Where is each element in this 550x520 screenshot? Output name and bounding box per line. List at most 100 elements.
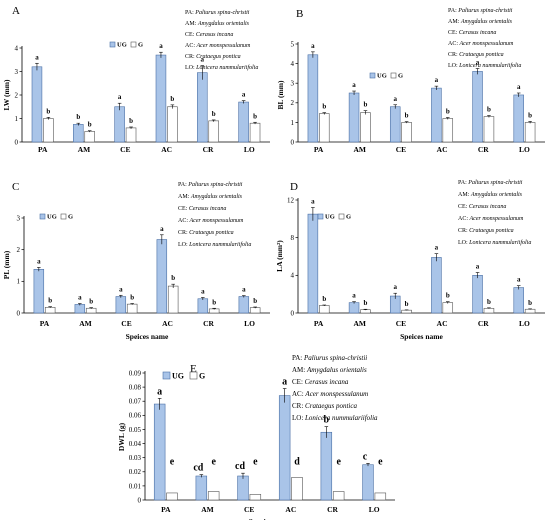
species-code: AC: <box>292 390 305 398</box>
bar-g-ac <box>442 118 454 143</box>
species-code: PA: <box>185 10 195 16</box>
bar-g-lo <box>249 307 261 314</box>
species-name: Acer monspessulanum <box>469 216 524 222</box>
bar-g-ac <box>291 477 303 501</box>
x-tick-label: PA <box>40 319 50 328</box>
species-name: Crataegus pontica <box>196 54 241 60</box>
species-code: CR: <box>458 228 469 234</box>
y-tick-label: 3 <box>17 214 21 222</box>
species-code: PA: <box>448 8 458 14</box>
y-tick-label: 0 <box>291 138 295 146</box>
species-key: PA: Paliurus spina-christii AM: Amygdalus… <box>292 354 378 422</box>
legend-label-ug: UG <box>117 42 127 49</box>
legend-swatch-ug <box>317 213 324 220</box>
x-tick-label: LO <box>244 319 255 328</box>
species-key-item: CE: Cerasus incana <box>458 204 506 210</box>
bar-ug-ac <box>155 54 167 143</box>
significance-letter: a <box>352 81 356 89</box>
x-tick-label: CR <box>203 145 214 154</box>
x-tick-label: AC <box>285 505 296 514</box>
x-tick-label: CR <box>203 319 214 328</box>
species-name: Amygdalus orientalis <box>460 19 513 25</box>
species-key-item: AC: Acer monspessulanum <box>185 43 251 49</box>
species-key-item: CR: Crataegus pontica <box>458 228 514 234</box>
y-tick-label: 1 <box>15 115 19 123</box>
species-key-item: PA: Paliurus spina-christii <box>178 182 243 188</box>
significance-letter: b <box>48 297 52 305</box>
y-axis-label: DWL (g) <box>117 422 126 451</box>
species-name: Cerasus incana <box>459 30 497 36</box>
significance-letter: c <box>363 451 368 462</box>
significance-letter: a <box>78 294 82 302</box>
species-key-item: AC: Acer monspessulanum <box>448 41 514 47</box>
x-tick-label: CR <box>478 319 489 328</box>
y-tick-label: 2 <box>17 246 21 254</box>
significance-letter: a <box>159 42 163 50</box>
species-code: CR: <box>185 54 196 60</box>
x-tick-label: CE <box>396 319 406 328</box>
bar-ug-lo <box>238 296 250 314</box>
bar-g-ce <box>126 303 138 314</box>
legend-swatch-ug <box>39 213 46 220</box>
bar-g-pa <box>319 305 330 314</box>
species-name: Lonicera nummulariifolia <box>195 64 258 71</box>
x-tick-label: PA <box>314 145 324 154</box>
bar-g-ce <box>401 309 412 314</box>
y-tick-label: 0.06 <box>129 412 142 420</box>
x-axis-label: Speices name <box>126 332 169 341</box>
species-code: LO: <box>448 63 459 69</box>
significance-letter: b <box>89 298 93 306</box>
x-tick-label: LO <box>369 505 380 514</box>
species-code: CE: <box>178 206 189 212</box>
species-code: LO: <box>178 242 189 248</box>
species-code: AC: <box>448 41 460 47</box>
x-tick-label: AM <box>354 319 367 328</box>
species-code: AC: <box>458 216 470 222</box>
species-key-item: CR: Crataegus pontica <box>178 230 234 236</box>
bar-g-ce <box>401 122 412 143</box>
bar-g-ce <box>125 127 137 143</box>
x-tick-label: CE <box>244 505 254 514</box>
legend-label-g: G <box>199 372 205 381</box>
species-code: LO: <box>292 414 305 422</box>
significance-letter: b <box>322 295 326 303</box>
x-tick-label: PA <box>161 505 171 514</box>
significance-letter: a <box>476 263 480 271</box>
legend-swatch-ug <box>369 72 376 79</box>
species-name: Acer monspessulanum <box>196 43 251 49</box>
species-key-item: AM: Amygdalus orientalis <box>458 192 523 198</box>
species-name: Amygdalus orientalis <box>470 192 523 198</box>
bar-ug-ce <box>237 475 249 501</box>
species-code: CE: <box>458 204 469 210</box>
y-tick-label: 0.05 <box>129 426 142 434</box>
significance-letter: a <box>311 42 315 50</box>
y-axis-label: PL (mm) <box>2 250 11 279</box>
y-tick-label: 0.01 <box>129 482 142 490</box>
bar-g-am <box>207 491 220 501</box>
significance-letter: a <box>119 285 123 293</box>
species-code: AM: <box>458 192 471 198</box>
y-tick-label: 3 <box>291 80 295 88</box>
species-code: LO: <box>185 65 196 71</box>
species-name: Crataegus pontica <box>305 402 357 410</box>
bar-g-am <box>360 309 371 314</box>
significance-letter: b <box>446 292 450 300</box>
significance-letter: cd <box>193 463 203 474</box>
bar-g-ac <box>442 302 454 314</box>
bar-ug-am <box>73 124 84 143</box>
species-code: CE: <box>292 378 305 386</box>
bar-ug-lo <box>513 94 524 143</box>
bar-g-cr <box>483 116 495 143</box>
legend-swatch-g <box>390 72 397 79</box>
chart-panel-e: E 0 0.01 0.02 0.03 0.04 0.05 0.06 0.07 0.08 0.09 DW… <box>117 354 395 520</box>
species-name: Crataegus pontica <box>469 228 514 234</box>
x-tick-label: AM <box>79 319 92 328</box>
y-tick-label: 12 <box>287 196 295 204</box>
y-tick-label: 0.08 <box>129 384 142 392</box>
species-name: Crataegus pontica <box>189 230 234 236</box>
bar-ug-ac <box>431 87 442 143</box>
x-tick-label: AM <box>78 145 91 154</box>
significance-letter: b <box>253 112 257 120</box>
species-name: Paliurus spina-christii <box>303 354 367 362</box>
